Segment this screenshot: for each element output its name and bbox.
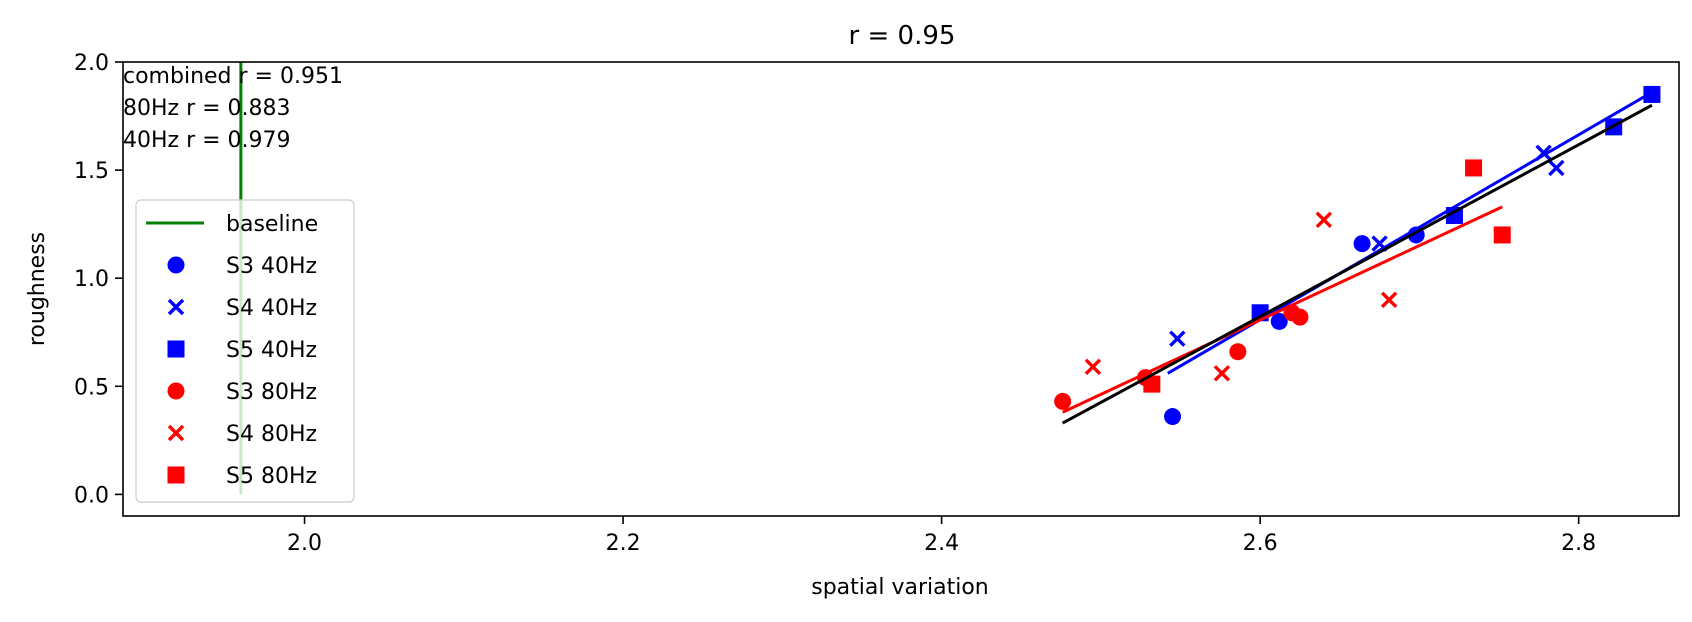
legend-swatch: [167, 298, 185, 316]
correlation-annotations: combined r = 0.951 80Hz r = 0.883 40Hz r…: [123, 64, 343, 153]
y-tick-label: 0.5: [74, 375, 109, 400]
data-point: [1164, 408, 1182, 426]
data-point: [1270, 312, 1288, 330]
legend-item-s5-40hz: S5 40Hz: [167, 338, 317, 363]
fit-line-3: [1061, 103, 1653, 425]
data-point: [1445, 206, 1463, 224]
series-s3-80hz: [1054, 304, 1309, 410]
legend-item-baseline: baseline: [146, 212, 318, 237]
data-point: [1643, 85, 1661, 103]
data-point: [1169, 330, 1186, 347]
data-point: [1380, 291, 1398, 309]
legend-swatch: [167, 256, 185, 274]
x-axis: 2.0 2.2 2.4 2.6 2.8: [287, 516, 1596, 556]
legend-label: S5 40Hz: [226, 338, 317, 363]
x-tick-label: 2.6: [1243, 531, 1278, 556]
x-tick-label: 2.8: [1561, 531, 1596, 556]
data-point: [1143, 375, 1161, 393]
legend-label: S4 80Hz: [226, 422, 317, 447]
legend-label: S4 40Hz: [226, 296, 317, 321]
x-tick-label: 2.0: [287, 531, 322, 556]
legend-swatch: [167, 382, 185, 400]
legend-label: S3 80Hz: [226, 380, 317, 405]
y-tick-label: 2.0: [74, 51, 109, 76]
legend-item-s5-80hz: S5 80Hz: [167, 464, 317, 489]
legend-item-s4-40hz: S4 40Hz: [167, 296, 317, 321]
legend-swatch: [167, 424, 185, 442]
plot-frame: [122, 61, 1680, 517]
data-point: [1054, 392, 1072, 410]
annotation-combined: combined r = 0.951: [123, 64, 343, 89]
x-tick-label: 2.2: [606, 531, 641, 556]
data-point: [1291, 308, 1309, 326]
fit-line-2: [1062, 205, 1503, 414]
data-point: [1548, 159, 1565, 177]
data-point: [1353, 235, 1371, 253]
data-point: [1493, 226, 1511, 244]
chart-title: r = 0.95: [849, 21, 956, 51]
x-tick-label: 2.4: [924, 531, 959, 556]
legend-label: baseline: [226, 212, 318, 237]
data-point: [1465, 159, 1483, 177]
data-point: [1315, 211, 1333, 229]
y-tick-label: 1.5: [74, 159, 109, 184]
annotation-40hz: 40Hz r = 0.979: [123, 128, 291, 153]
plot-area: [239, 62, 1661, 495]
legend-item-s3-80hz: S3 80Hz: [167, 380, 317, 405]
legend-label: S5 80Hz: [226, 464, 317, 489]
series-s5-80hz: [1143, 159, 1511, 393]
x-axis-label: spatial variation: [811, 575, 989, 600]
legend-item-s3-40hz: S3 40Hz: [167, 254, 317, 279]
annotation-80hz: 80Hz r = 0.883: [123, 96, 291, 121]
y-tick-label: 1.0: [74, 267, 109, 292]
data-point: [1084, 358, 1102, 376]
legend-box: [135, 199, 355, 503]
series-s4-80hz: [1084, 211, 1398, 382]
y-tick-label: 0.0: [74, 483, 109, 508]
data-point: [1229, 343, 1247, 361]
y-axis-label: roughness: [25, 232, 50, 346]
legend: baseline S3 40Hz S4 40Hz S5 40Hz S3 80Hz S4 8…: [135, 199, 355, 503]
data-point: [1213, 365, 1231, 382]
y-axis: 0.0 0.5 1.0 1.5 2.0: [74, 51, 123, 508]
legend-swatch: [167, 466, 185, 484]
legend-label: S3 40Hz: [226, 254, 317, 279]
legend-swatch: [167, 340, 185, 358]
legend-item-s4-80hz: S4 80Hz: [167, 422, 317, 447]
